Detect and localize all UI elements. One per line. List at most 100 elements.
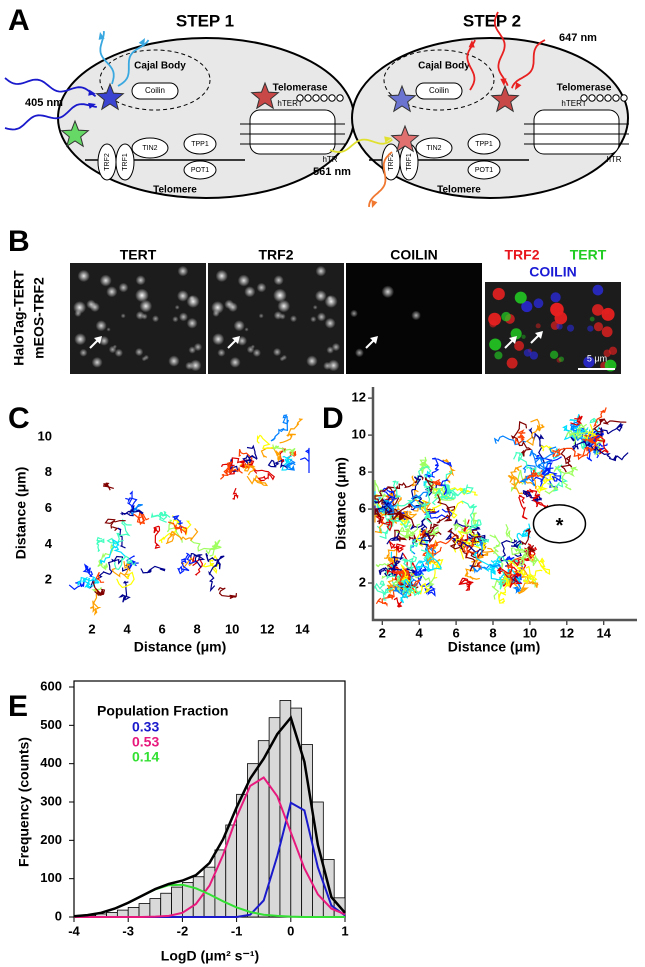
fluorescent-spot xyxy=(244,327,249,332)
fluorescent-spot xyxy=(273,288,287,303)
cajal-label: Cajal Body xyxy=(418,61,470,72)
trajectory xyxy=(382,587,394,601)
trajectory xyxy=(374,507,382,525)
y-tick-label: 200 xyxy=(40,832,62,847)
trajectory xyxy=(436,494,456,524)
trajectory xyxy=(119,505,144,517)
cajal-label: Cajal Body xyxy=(134,61,186,72)
trajectory xyxy=(594,446,629,462)
fluorescent-spot xyxy=(237,274,250,287)
trajectory xyxy=(99,538,126,564)
fluorescent-spot xyxy=(217,348,226,357)
rna-bead xyxy=(312,94,320,102)
trajectory xyxy=(68,580,85,591)
merge-label: TERT xyxy=(570,247,607,263)
fluorescent-spot xyxy=(492,287,505,301)
protein-label: TRF1 xyxy=(122,153,129,171)
fluorescent-spot xyxy=(256,282,267,293)
fluorescent-spot xyxy=(258,313,264,319)
fluorescent-spot xyxy=(556,323,563,330)
trajectory xyxy=(251,466,275,482)
trajectory xyxy=(453,519,481,533)
fluorescent-spot xyxy=(73,301,87,314)
fluorescent-spot xyxy=(106,327,111,332)
trajectory xyxy=(381,487,398,506)
fluorescent-spot xyxy=(151,315,160,323)
trajectory xyxy=(594,436,609,455)
histogram-bar xyxy=(192,876,205,918)
trajectory xyxy=(465,537,483,569)
x-tick-label: 6 xyxy=(158,621,165,636)
trajectory xyxy=(409,539,419,554)
trajectory xyxy=(518,494,528,520)
fluorescent-spot xyxy=(135,275,146,286)
fluorescent-spot xyxy=(99,274,112,287)
trajectory xyxy=(489,533,504,569)
trajectory xyxy=(528,427,546,464)
trajectory xyxy=(386,490,398,503)
trajectory xyxy=(394,578,404,594)
trajectory xyxy=(116,571,135,589)
fluorescent-spot xyxy=(141,313,148,320)
fluorescent-spot xyxy=(135,288,149,303)
trajectory xyxy=(431,478,444,487)
pointer-head xyxy=(232,336,240,344)
fluorescent-spot xyxy=(312,304,318,310)
trajectory xyxy=(388,552,404,571)
scale-label: 5 μm xyxy=(587,353,607,363)
fraction-label: 0.14 xyxy=(132,749,159,765)
trajectory xyxy=(423,543,442,555)
trajectory xyxy=(520,575,539,588)
y-tick-label: 4 xyxy=(359,537,367,552)
fraction-label: 0.33 xyxy=(132,719,159,735)
fluorescent-spot xyxy=(306,355,318,367)
trajectory xyxy=(102,482,114,491)
trajectory xyxy=(130,503,143,517)
fluorescent-spot xyxy=(514,340,525,351)
trajectory xyxy=(400,563,412,585)
x-tick-label: 14 xyxy=(295,621,310,636)
cell xyxy=(351,37,629,199)
protein-label: TPP1 xyxy=(191,141,209,148)
trajectory xyxy=(464,554,480,580)
trajectory xyxy=(393,581,411,597)
fluorescent-spot xyxy=(550,302,564,317)
rna-bead xyxy=(320,94,328,102)
trajectory xyxy=(582,423,598,440)
light-wave xyxy=(4,103,97,131)
trajectory xyxy=(538,557,551,576)
step-title: STEP 2 xyxy=(463,11,521,30)
trajectory xyxy=(150,510,171,523)
panel-label: A xyxy=(8,4,30,37)
fluorescent-spot xyxy=(521,301,533,313)
pointer-head xyxy=(370,336,378,344)
fluorescent-spot xyxy=(74,333,87,346)
trajectory xyxy=(394,565,413,582)
x-axis-label: Distance (μm) xyxy=(448,639,541,655)
trajectory xyxy=(106,518,132,545)
trajectory xyxy=(544,482,559,495)
pointer-head xyxy=(94,336,102,344)
trajectory xyxy=(475,538,490,547)
trajectory xyxy=(113,555,136,571)
fluorescent-spot xyxy=(566,324,575,332)
shelterin-protein xyxy=(131,137,169,159)
trajectory xyxy=(569,423,590,445)
fluorescent-spot xyxy=(535,323,541,329)
trajectory xyxy=(393,597,403,608)
trajectory xyxy=(525,418,545,447)
trajectory xyxy=(177,552,197,575)
trajectory xyxy=(190,552,203,560)
protein-label: POT1 xyxy=(475,167,493,174)
trajectory xyxy=(194,554,206,568)
fluorescent-spot xyxy=(327,359,340,372)
protein-label: TIN2 xyxy=(142,145,157,152)
x-axis-label: LogD (μm² s⁻¹) xyxy=(161,948,259,964)
fluorescent-spot xyxy=(556,357,562,363)
htert-label: hTERT xyxy=(561,99,586,108)
protein-label: TRF1 xyxy=(406,153,413,171)
fluorescent-spot xyxy=(583,356,595,368)
rna-bead xyxy=(596,94,604,102)
trajectory xyxy=(270,414,289,442)
x-tick-label: -4 xyxy=(68,923,80,938)
